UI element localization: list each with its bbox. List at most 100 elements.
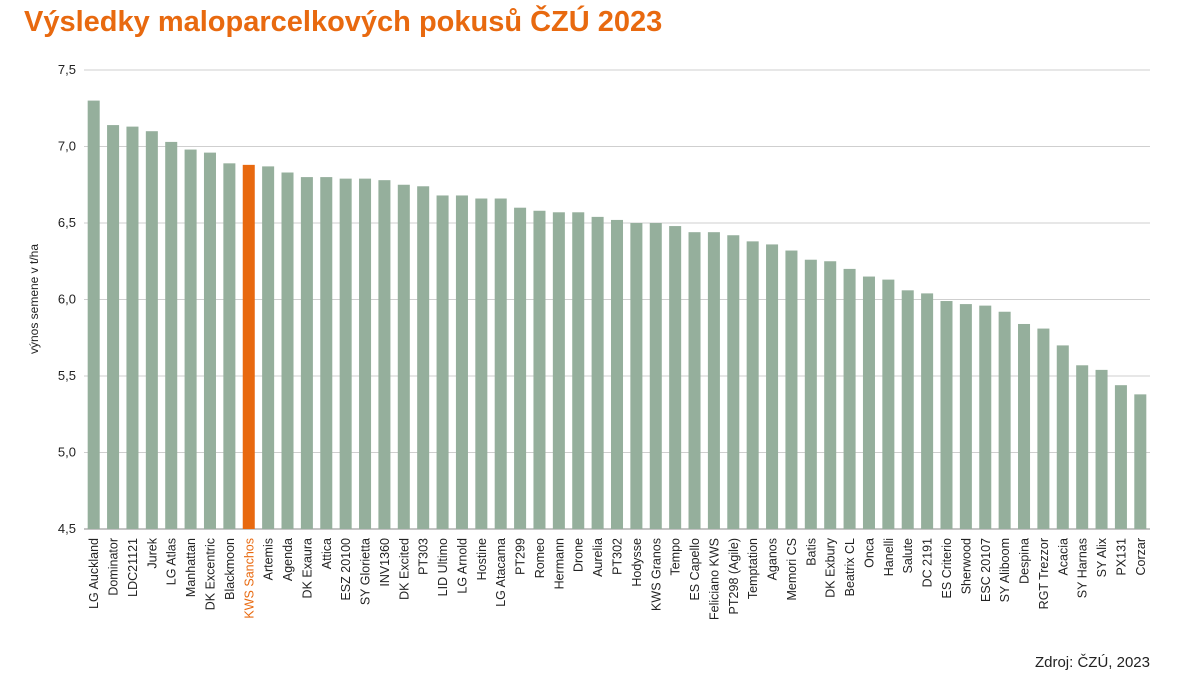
x-tick-label: Memori CS [785, 538, 799, 601]
x-tick-label: Hostine [475, 538, 489, 580]
x-tick-label: LG Arnold [455, 538, 469, 594]
x-tick-label: LG Atacama [494, 538, 508, 607]
bar [1134, 394, 1147, 529]
bar [107, 125, 120, 529]
bar [824, 261, 837, 529]
x-tick-label: Acacia [1056, 538, 1070, 576]
bar [921, 293, 934, 529]
y-axis-ticks: 4,5 5,0 5,5 6,0 6,5 7,0 7,5 [58, 62, 76, 536]
x-tick-label: KWS Sanchos [242, 538, 256, 619]
bar [1037, 328, 1050, 529]
x-tick-label: DK Exaura [300, 538, 314, 598]
x-tick-label: Agenda [281, 538, 295, 581]
x-tick-label: Beatrix CL [843, 538, 857, 596]
bar [669, 226, 682, 529]
x-tick-label: LG Auckland [87, 538, 101, 609]
x-tick-label: Jurek [145, 537, 159, 568]
bar [281, 172, 294, 529]
y-tick-label: 4,5 [58, 521, 76, 536]
x-tick-label: ESC 20107 [979, 538, 993, 602]
x-tick-label: Hanelli [882, 538, 896, 576]
bar [766, 244, 779, 530]
bar [1056, 345, 1069, 529]
x-tick-label: Aurelia [591, 538, 605, 577]
x-tick-label: Sherwood [959, 538, 973, 594]
bar [378, 180, 391, 529]
bar [359, 178, 372, 529]
bar [610, 219, 624, 529]
bar [630, 223, 643, 529]
x-tick-label: SY Alix [1095, 537, 1109, 577]
x-tick-label: Temptation [746, 538, 760, 599]
x-tick-label: Drone [572, 538, 586, 572]
x-tick-label: Artemis [262, 538, 276, 580]
bar [533, 210, 546, 529]
x-tick-label: INV1360 [378, 538, 392, 587]
bar [979, 305, 992, 529]
x-tick-label: KWS Granos [649, 538, 663, 611]
y-tick-label: 7,0 [58, 139, 76, 154]
bar [339, 178, 352, 529]
x-tick-label: Aganos [766, 538, 780, 580]
bar [959, 304, 972, 529]
y-tick-label: 5,5 [58, 368, 76, 383]
bar [727, 235, 740, 530]
bar [862, 276, 875, 529]
bar [165, 141, 178, 529]
x-tick-label: Tempo [669, 538, 683, 576]
x-tick-label: Dominator [107, 538, 121, 596]
x-tick-label: ES Capello [688, 538, 702, 601]
bar [1018, 323, 1031, 529]
x-tick-label: Salute [901, 538, 915, 573]
bar [184, 149, 197, 529]
x-tick-label: Blackmoon [223, 538, 237, 600]
bar [572, 212, 585, 530]
bar [203, 152, 216, 529]
bar [126, 126, 139, 530]
bar [417, 186, 430, 529]
bar [455, 195, 468, 529]
x-tick-label: PT298 (Agile) [727, 538, 741, 614]
x-tick-label: Batis [804, 538, 818, 566]
x-tick-label: Corzar [1134, 538, 1148, 576]
bar [998, 311, 1011, 529]
x-tick-label: LDC21121 [126, 538, 140, 597]
y-axis-label: výnos semene v t/ha [27, 244, 41, 354]
y-tick-label: 6,0 [58, 292, 76, 307]
x-tick-label: Onca [862, 538, 876, 568]
x-tick-label: LG Atlas [165, 538, 179, 585]
bar [1095, 369, 1108, 529]
bar [746, 241, 759, 530]
x-tick-label: LID Ultimo [436, 538, 450, 596]
bar [300, 177, 313, 529]
x-tick-label: Romeo [533, 538, 547, 578]
x-tick-label: DK Exbury [824, 537, 838, 597]
x-tick-label: Despina [1018, 538, 1032, 584]
x-tick-label: Attica [320, 538, 334, 569]
x-tick-label: SY Aliboom [998, 538, 1012, 602]
bar [1114, 385, 1127, 529]
bar [940, 301, 953, 529]
y-tick-label: 5,0 [58, 445, 76, 460]
x-tick-label: Hermann [552, 538, 566, 589]
bar [843, 268, 856, 529]
x-tick-label: PX131 [1114, 538, 1128, 576]
x-tick-label: PT302 [611, 538, 625, 575]
bar [591, 216, 604, 529]
y-tick-label: 7,5 [58, 62, 76, 77]
bar [785, 250, 798, 530]
x-tick-label: Feliciano KWS [707, 538, 721, 620]
bar [87, 100, 100, 529]
bars [87, 100, 1147, 530]
bar [552, 212, 565, 530]
x-tick-label: RGT Trezzor [1037, 538, 1051, 609]
x-tick-label: SY Harnas [1076, 538, 1090, 598]
bar-highlight [242, 164, 255, 530]
bar [649, 223, 662, 529]
chart-title: Výsledky maloparcelkových pokusů ČZÚ 202… [24, 6, 663, 38]
x-tick-label: Manhattan [184, 538, 198, 597]
x-tick-label: DK Excentric [203, 538, 217, 610]
bar [514, 207, 527, 529]
x-tick-label: Hodysse [630, 538, 644, 587]
x-tick-label: ES Criterio [940, 538, 954, 598]
